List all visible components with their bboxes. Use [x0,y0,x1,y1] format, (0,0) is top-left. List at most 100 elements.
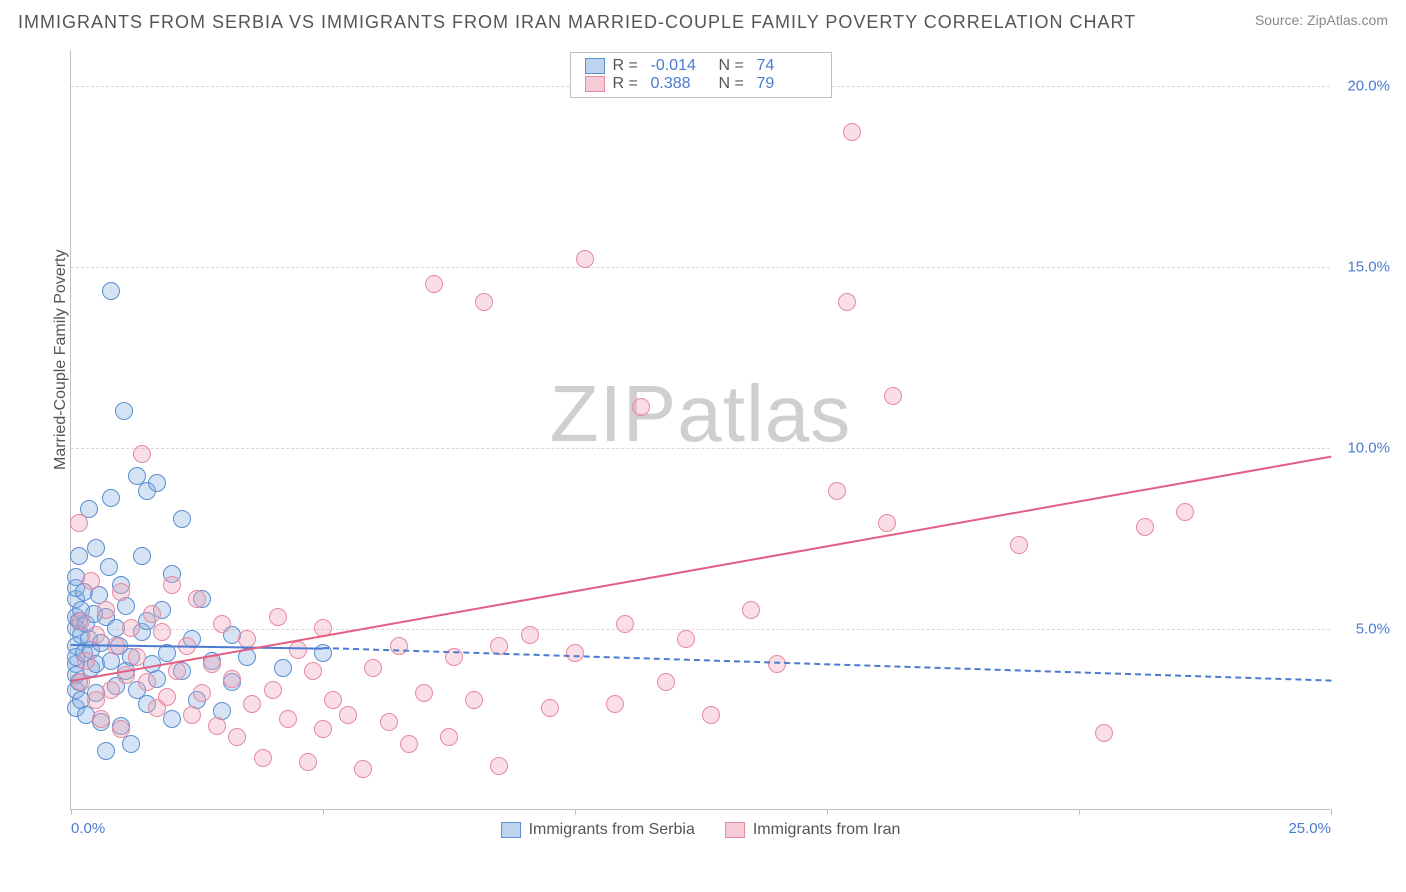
data-point [163,710,181,728]
chart-container: Married-Couple Family Poverty ZIPatlas R… [50,50,1390,840]
data-point [223,670,241,688]
x-tick-label: 0.0% [71,820,105,837]
legend-row: R = 0.388 N = 79 [585,75,817,93]
data-point [465,691,483,709]
legend-r-label: R = [613,75,643,93]
data-point [828,482,846,500]
data-point [122,619,140,637]
legend-n-value: 74 [757,57,817,75]
data-point [158,688,176,706]
data-point [102,282,120,300]
data-point [173,510,191,528]
data-point [153,623,171,641]
x-tick [323,809,324,815]
data-point [606,695,624,713]
data-point [87,691,105,709]
data-point [102,489,120,507]
data-point [254,749,272,767]
data-point [1176,503,1194,521]
data-point [97,601,115,619]
plot-area: ZIPatlas R =-0.014N =74R =0.388N =79 Imm… [70,50,1330,810]
y-axis-title: Married-Couple Family Poverty [52,249,70,470]
data-point [878,514,896,532]
legend-swatch [585,76,605,92]
data-point [324,691,342,709]
legend-n-value: 79 [757,75,817,93]
data-point [475,293,493,311]
x-tick-label: 25.0% [1288,820,1331,837]
data-point [521,626,539,644]
gridline [71,267,1330,268]
data-point [115,402,133,420]
data-point [415,684,433,702]
x-tick [1079,809,1080,815]
legend-swatch [585,58,605,74]
data-point [884,387,902,405]
data-point [213,615,231,633]
y-tick-label: 15.0% [1347,259,1390,276]
data-point [82,572,100,590]
trend-line [323,647,1331,682]
data-point [87,539,105,557]
x-tick [1331,809,1332,815]
y-tick-label: 10.0% [1347,440,1390,457]
data-point [304,662,322,680]
data-point [188,590,206,608]
series-legend: Immigrants from SerbiaImmigrants from Ir… [501,821,901,839]
trend-line [71,455,1331,681]
legend-swatch [725,822,745,838]
data-point [440,728,458,746]
data-point [133,445,151,463]
data-point [354,760,372,778]
data-point [112,583,130,601]
data-point [112,720,130,738]
legend-n-label: N = [719,57,749,75]
data-point [77,652,95,670]
data-point [163,576,181,594]
data-point [1095,724,1113,742]
data-point [183,706,201,724]
data-point [193,684,211,702]
data-point [702,706,720,724]
x-tick [827,809,828,815]
data-point [269,608,287,626]
data-point [264,681,282,699]
watermark: ZIPatlas [550,368,851,460]
gridline [71,448,1330,449]
data-point [1136,518,1154,536]
chart-title: IMMIGRANTS FROM SERBIA VS IMMIGRANTS FRO… [18,12,1136,33]
data-point [425,275,443,293]
data-point [299,753,317,771]
data-point [70,514,88,532]
data-point [72,612,90,630]
data-point [380,713,398,731]
data-point [768,655,786,673]
data-point [364,659,382,677]
x-tick [71,809,72,815]
data-point [339,706,357,724]
data-point [541,699,559,717]
data-point [92,710,110,728]
data-point [657,673,675,691]
data-point [100,558,118,576]
data-point [632,398,650,416]
data-point [742,601,760,619]
data-point [87,626,105,644]
data-point [314,720,332,738]
gridline [71,629,1330,630]
data-point [274,659,292,677]
legend-item: Immigrants from Iran [725,821,901,839]
data-point [97,742,115,760]
data-point [102,681,120,699]
legend-n-label: N = [719,75,749,93]
data-point [148,474,166,492]
legend-r-value: -0.014 [651,57,711,75]
data-point [566,644,584,662]
legend-r-value: 0.388 [651,75,711,93]
legend-r-label: R = [613,57,643,75]
data-point [490,757,508,775]
data-point [616,615,634,633]
data-point [1010,536,1028,554]
legend-row: R = -0.014 N = 74 [585,57,817,75]
data-point [128,648,146,666]
